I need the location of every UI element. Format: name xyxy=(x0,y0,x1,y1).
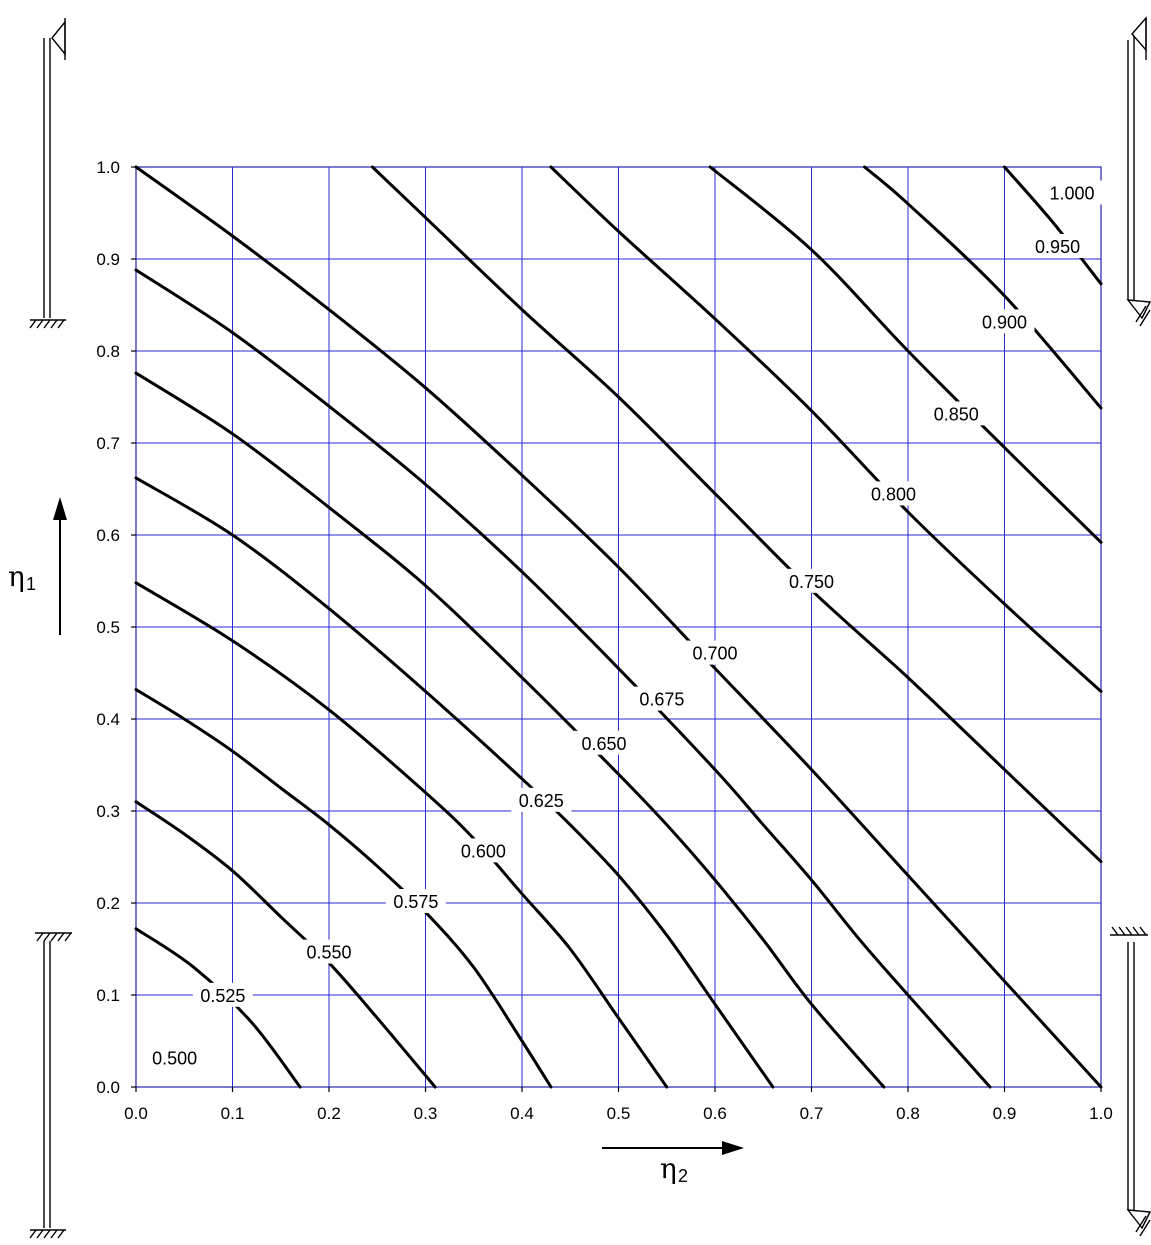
contour-label-bg xyxy=(974,309,1035,334)
x-tick-label: 0.5 xyxy=(607,1104,631,1123)
contour-label-bg xyxy=(453,838,514,863)
contour-label-bg xyxy=(299,939,359,964)
contour-lines xyxy=(134,165,1103,1089)
y-axis-symbol: η xyxy=(8,560,25,593)
y-tick-label: 0.7 xyxy=(96,434,120,453)
x-arrowhead-icon xyxy=(722,1141,744,1155)
y-axis-subscript: 1 xyxy=(26,574,36,594)
y-tick-label: 0.5 xyxy=(96,618,120,637)
contour-label: 0.850 xyxy=(934,404,979,424)
contour-label-bg xyxy=(1042,180,1103,205)
contour-label: 0.525 xyxy=(200,986,245,1006)
x-tick-label: 0.6 xyxy=(703,1104,727,1123)
x-tick-label: 0.8 xyxy=(896,1104,920,1123)
y-axis-label: η 1 xyxy=(8,497,67,635)
y-tick-label: 0.0 xyxy=(96,1078,120,1097)
x-axis-symbol: η xyxy=(660,1152,677,1185)
x-axis-label: η 2 xyxy=(602,1141,744,1186)
x-axis-subscript: 2 xyxy=(678,1166,688,1186)
contour-label-bg xyxy=(863,481,924,506)
x-tick-label: 0.4 xyxy=(510,1104,534,1123)
y-tick-label: 0.4 xyxy=(96,710,120,729)
contour-label: 0.750 xyxy=(789,572,834,592)
contour-label: 0.950 xyxy=(1035,237,1080,257)
contour-line-0.550 xyxy=(134,800,437,1089)
contour-label-bg xyxy=(631,686,692,711)
contour-label-bg xyxy=(781,568,842,593)
contour-line-0.900 xyxy=(863,165,1103,410)
contour-line-0.625 xyxy=(134,476,775,1089)
frame-sketch-top-right xyxy=(1126,16,1151,327)
contour-labels: 0.525 0.550 0.575 0.600 0.625 0.650 0.675 0.700… xyxy=(144,180,1103,1070)
contour-label: 0.575 xyxy=(393,892,438,912)
contour-label-bg xyxy=(685,640,745,665)
contour-label: 0.625 xyxy=(519,791,564,811)
contour-label-bg xyxy=(385,889,446,913)
contour-label-bg xyxy=(511,787,572,812)
contour-line-0.800 xyxy=(549,165,1103,693)
contour-label-bg xyxy=(192,982,253,1007)
x-tick-label: 0.0 xyxy=(124,1104,148,1123)
contour-label: 0.800 xyxy=(871,484,916,504)
contour-line-0.575 xyxy=(134,688,553,1089)
x-tick-label: 0.2 xyxy=(317,1104,341,1123)
y-tick-label: 0.1 xyxy=(96,986,120,1005)
x-tick-label: 0.1 xyxy=(221,1104,245,1123)
frame-sketch-bottom-left xyxy=(29,932,72,1239)
y-tick-label: 0.8 xyxy=(96,342,120,361)
contour-label: 0.900 xyxy=(982,312,1027,332)
contour-label: 0.500 xyxy=(152,1048,197,1068)
y-arrowhead-icon xyxy=(53,497,67,520)
contour-label: 1.000 xyxy=(1050,184,1095,204)
x-tick-label: 0.7 xyxy=(800,1104,824,1123)
y-tick-label: 0.3 xyxy=(96,802,120,821)
y-tick-label: 1.0 xyxy=(96,158,120,177)
contour-label-bg xyxy=(144,1045,205,1070)
contour-label: 0.550 xyxy=(306,943,351,963)
contour-label: 0.675 xyxy=(639,690,684,710)
y-tick-label: 0.6 xyxy=(96,526,120,545)
contour-label-bg xyxy=(926,401,987,426)
contour-line-0.700 xyxy=(134,165,1103,1089)
contour-label: 0.600 xyxy=(461,841,506,861)
frame-sketch-top-left xyxy=(29,18,66,329)
frame-sketch-bottom-right xyxy=(1110,926,1151,1237)
y-tick-label: 0.2 xyxy=(96,894,120,913)
contour-label-bg xyxy=(574,730,635,755)
contour-line-0.750 xyxy=(370,165,1103,864)
x-tick-label: 0.3 xyxy=(414,1104,438,1123)
contour-line-0.850 xyxy=(708,165,1103,544)
contour-label: 0.650 xyxy=(582,734,627,754)
contour-line-0.675 xyxy=(134,268,992,1089)
x-tick-label: 1.0 xyxy=(1089,1104,1113,1123)
x-axis-ticks: 0.0 0.1 0.2 0.3 0.4 0.5 0.6 0.7 0.8 0.9 1.0 xyxy=(124,1087,1113,1123)
contour-line-0.950 xyxy=(1003,165,1103,286)
x-tick-label: 0.9 xyxy=(993,1104,1017,1123)
contour-line-0.600 xyxy=(134,581,669,1089)
contour-label: 0.700 xyxy=(692,644,737,664)
contour-label-bg xyxy=(1027,233,1088,258)
y-tick-label: 0.9 xyxy=(96,250,120,269)
y-axis-ticks: 0.0 0.1 0.2 0.3 0.4 0.5 0.6 0.7 0.8 0.9 1.0 xyxy=(96,158,136,1097)
